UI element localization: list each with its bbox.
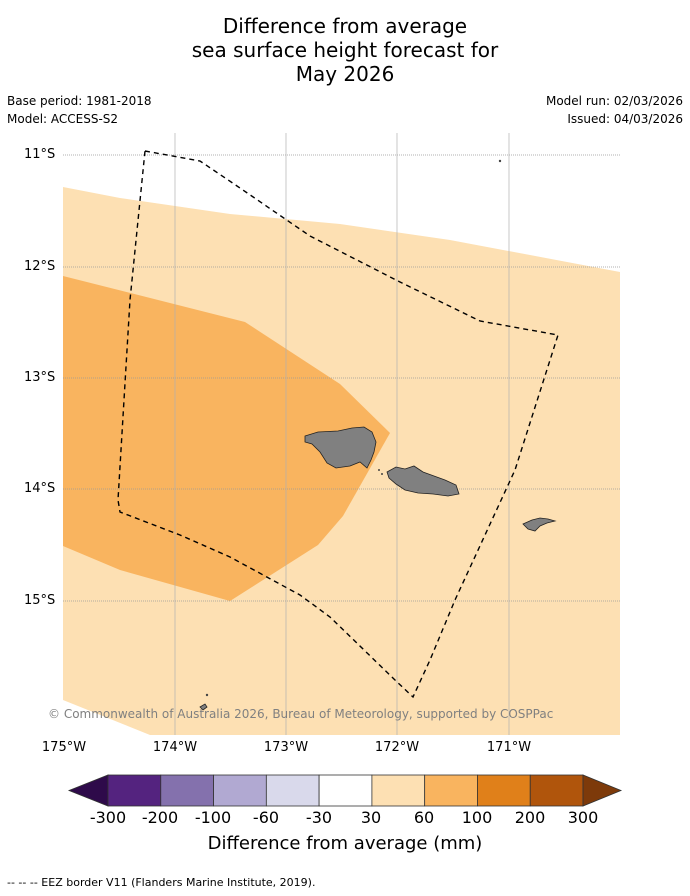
anomaly-band-60-100: [63, 276, 390, 601]
island-dot-south: [205, 693, 209, 697]
eez-border: [117, 150, 559, 699]
lat-label: 12°S: [24, 259, 56, 274]
colorbar-swatch: [424, 774, 478, 807]
lon-label: 173°W: [263, 740, 309, 755]
colorbar-extend-low: [67, 774, 109, 807]
island-dot-apolima: [378, 469, 380, 471]
colorbar-tick: 200: [514, 808, 546, 827]
base-period: Base period: 1981-2018: [7, 94, 152, 108]
colorbar-swatch: [107, 774, 162, 807]
island-dot-north: [498, 159, 502, 163]
colorbar-tick: -200: [141, 808, 179, 827]
meta-left: Base period: 1981-2018 Model: ACCESS-S2: [7, 92, 152, 128]
title-line-1: Difference from average: [222, 14, 468, 38]
lon-label: 174°W: [152, 740, 198, 755]
lon-label: 172°W: [374, 740, 420, 755]
colorbar-swatch: [529, 774, 584, 807]
colorbar-swatch: [265, 774, 320, 807]
model-name: Model: ACCESS-S2: [7, 112, 119, 126]
colorbar-swatch: [371, 774, 426, 807]
lat-label: 14°S: [24, 481, 56, 496]
copyright-text: © Commonwealth of Australia 2026, Bureau…: [48, 707, 554, 721]
eez-legend: -- -- -- EEZ border V11 (Flanders Marine…: [7, 876, 316, 889]
colorbar-tick: 100: [461, 808, 493, 827]
island-savaii: [304, 426, 377, 469]
lon-label: 171°W: [486, 740, 532, 755]
model-run: Model run: 02/03/2026: [545, 94, 683, 108]
colorbar-tick: -60: [252, 808, 280, 827]
colorbar-swatch: [477, 774, 531, 807]
colorbar-tick: -100: [194, 808, 232, 827]
issued-date: Issued: 04/03/2026: [567, 112, 683, 126]
lon-label: 175°W: [41, 740, 87, 755]
meta-right: Model run: 02/03/2026 Issued: 04/03/2026: [546, 92, 683, 128]
title-line-2: sea surface height forecast for: [191, 38, 499, 62]
colorbar-tick: 300: [567, 808, 599, 827]
colorbar-tick: -300: [89, 808, 127, 827]
lat-label: 11°S: [24, 147, 56, 162]
colorbar-swatch: [213, 774, 267, 807]
title-line-3: May 2026: [295, 62, 395, 86]
colorbar-swatch: [318, 774, 373, 807]
island-tutuila: [522, 517, 557, 532]
colorbar-label: Difference from average (mm): [207, 833, 483, 854]
map-area: [63, 133, 620, 735]
island-dot-manono: [381, 473, 383, 475]
lat-label: 15°S: [24, 593, 56, 608]
gridlines: [63, 133, 620, 735]
colorbar-tick: 60: [413, 808, 435, 827]
colorbar-tick: -30: [305, 808, 333, 827]
colorbar-swatch: [160, 774, 214, 807]
colorbar-tick: 30: [360, 808, 382, 827]
colorbar-extend-high: [582, 774, 623, 807]
island-small-south: [199, 703, 208, 711]
lat-label: 13°S: [24, 370, 56, 385]
chart-title: Difference from average sea surface heig…: [0, 14, 690, 86]
island-upolu: [386, 465, 460, 497]
